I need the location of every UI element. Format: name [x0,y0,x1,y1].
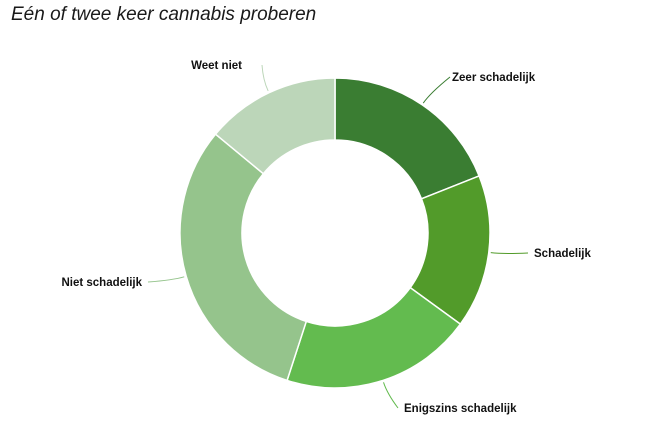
chart-title: Eén of twee keer cannabis proberen [11,4,317,25]
slice-label: Niet schadelijk [61,277,142,289]
donut-slice-niet-schadelijk [179,133,308,382]
leader-line [147,276,185,283]
slice-label: Enigszins schadelijk [404,403,517,415]
leader-line [383,382,399,409]
slice-label: Schadelijk [534,248,591,260]
slice-label: Weet niet [191,60,242,72]
slice-label: Zeer schadelijk [452,72,536,84]
donut-slice-weet-niet [214,77,336,175]
leader-line [261,64,269,92]
leader-line [422,76,451,104]
donut-slice-zeer-schadelijk [334,77,481,200]
leader-line [490,252,529,255]
